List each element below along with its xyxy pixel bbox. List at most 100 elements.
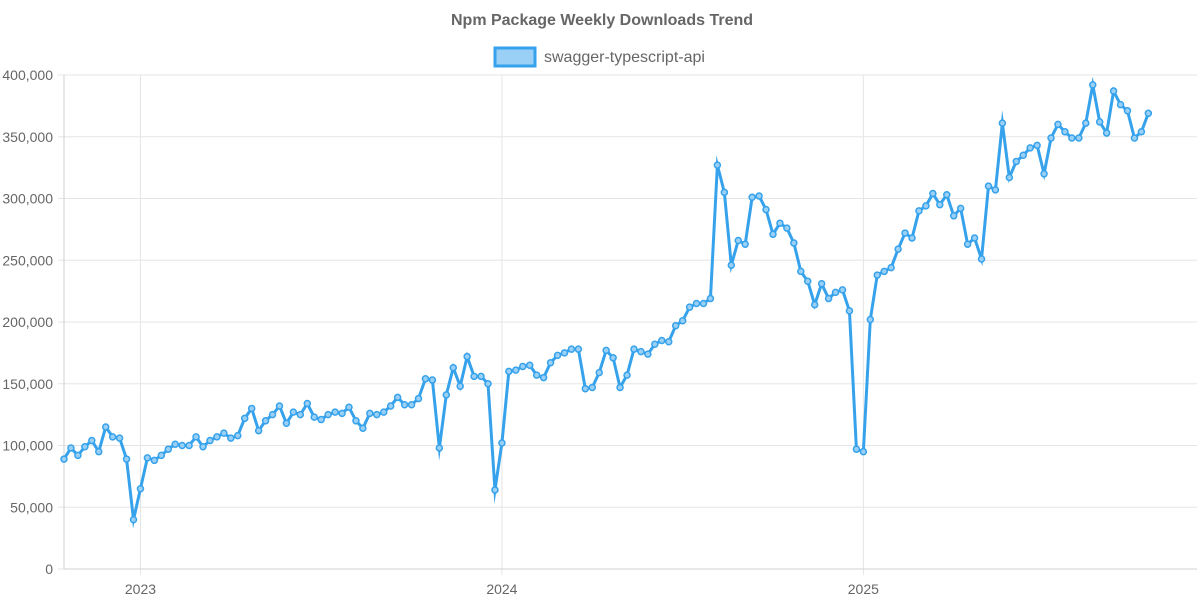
data-point[interactable] [88,436,96,445]
data-point[interactable] [435,444,444,452]
data-point[interactable] [95,447,103,456]
data-point[interactable] [915,207,923,215]
data-point[interactable] [505,367,513,376]
data-point[interactable] [352,417,360,425]
data-point[interactable] [101,423,110,431]
data-point[interactable] [894,245,902,253]
data-point[interactable] [567,345,576,353]
data-point[interactable] [442,391,451,399]
data-point[interactable] [136,484,145,493]
data-point[interactable] [115,434,124,442]
data-point[interactable] [880,267,888,276]
data-point[interactable] [692,299,701,308]
data-point[interactable] [616,383,624,392]
data-point[interactable] [776,219,784,227]
data-point[interactable] [310,413,318,421]
data-point[interactable] [1005,173,1014,182]
data-point[interactable] [484,380,492,388]
data-point[interactable] [60,455,68,463]
data-point[interactable] [623,371,631,379]
data-point[interactable] [157,451,166,460]
data-point[interactable] [532,371,541,379]
data-point[interactable] [908,234,916,242]
data-point[interactable] [1130,134,1139,142]
data-point[interactable] [359,424,367,432]
data-point[interactable] [963,240,972,248]
data-point[interactable] [977,255,986,263]
data-point[interactable] [456,382,464,390]
data-point[interactable] [734,236,742,245]
data-point[interactable] [386,402,395,410]
data-point[interactable] [108,433,117,441]
data-point[interactable] [936,200,944,209]
data-point[interactable] [227,434,235,442]
data-point[interactable] [261,417,270,425]
data-point[interactable] [206,436,214,445]
data-point[interactable] [727,261,736,269]
data-point[interactable] [824,294,833,303]
data-point[interactable] [630,345,638,353]
data-point[interactable] [525,361,534,369]
data-point[interactable] [477,372,485,381]
data-point[interactable] [574,345,583,353]
data-point[interactable] [1123,107,1132,115]
data-point[interactable] [1019,151,1027,160]
data-point[interactable] [247,404,256,413]
data-point[interactable] [234,431,242,440]
data-point[interactable] [845,307,854,315]
data-point[interactable] [393,393,402,402]
data-point[interactable] [1082,119,1090,127]
data-point[interactable] [164,445,173,453]
data-point[interactable] [637,347,645,356]
data-point[interactable] [887,263,895,272]
data-point[interactable] [185,441,193,450]
data-point[interactable] [268,410,277,419]
data-point[interactable] [1116,100,1125,109]
data-point[interactable] [581,384,590,393]
data-point[interactable] [713,161,722,169]
data-point[interactable] [943,191,951,199]
data-point[interactable] [1075,134,1083,142]
data-point[interactable] [831,288,840,297]
data-point[interactable] [859,447,868,456]
data-point[interactable] [519,362,527,371]
data-point[interactable] [275,402,284,410]
data-point[interactable] [1102,129,1111,137]
data-point[interactable] [678,317,687,325]
data-point[interactable] [178,441,186,450]
data-point[interactable] [560,349,569,357]
data-point[interactable] [449,363,457,372]
data-point[interactable] [658,336,666,345]
data-point[interactable] [922,202,930,210]
data-point[interactable] [1137,128,1146,136]
data-point[interactable] [324,410,332,419]
data-point[interactable] [129,515,138,524]
data-point[interactable] [213,433,221,441]
data-point[interactable] [407,401,416,409]
data-point[interactable] [373,410,381,419]
data-point[interactable] [220,429,228,437]
data-point[interactable] [748,193,756,202]
data-point[interactable] [929,189,937,198]
data-point[interactable] [755,192,763,200]
data-point[interactable] [199,442,207,451]
data-point[interactable] [414,394,423,403]
data-point[interactable] [512,366,520,374]
data-point[interactable] [991,186,1000,194]
data-point[interactable] [539,373,548,382]
data-point[interactable] [685,303,694,311]
data-point[interactable] [588,383,597,392]
data-point[interactable] [143,454,152,462]
data-point[interactable] [282,419,291,428]
data-point[interactable] [470,372,478,381]
data-point[interactable] [240,414,249,423]
data-point[interactable] [546,359,555,367]
data-point[interactable] [345,403,353,411]
data-point[interactable] [866,315,875,324]
data-point[interactable] [296,410,305,419]
data-point[interactable] [1109,87,1118,95]
data-point[interactable] [303,399,312,408]
legend-label-swagger-typescript-api[interactable]: swagger-typescript-api [544,49,705,66]
data-point[interactable] [998,119,1007,127]
data-point[interactable] [317,415,325,424]
